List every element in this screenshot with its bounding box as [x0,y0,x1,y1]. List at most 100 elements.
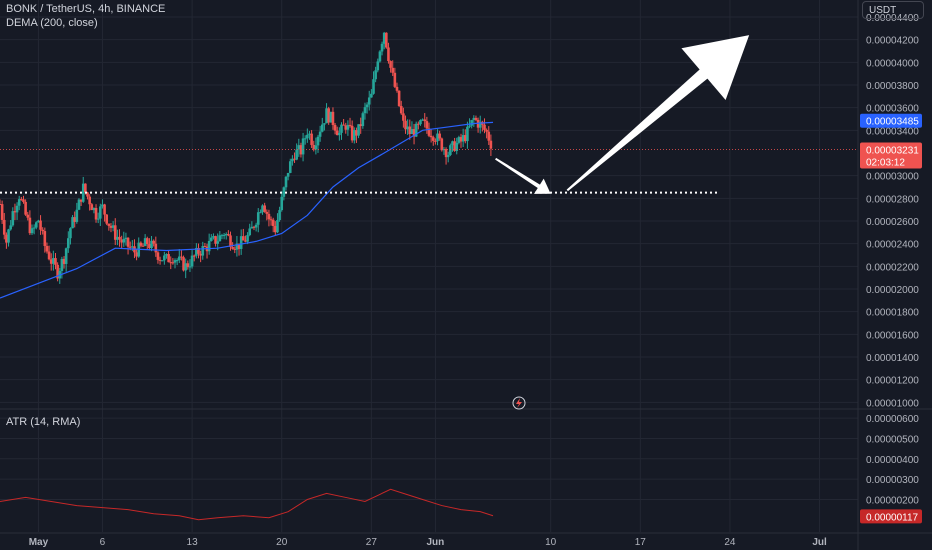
candle-body [220,235,224,237]
candle-body [113,225,117,240]
candle-body [7,229,10,243]
atr-y-tick-label: 0.00000400 [866,455,919,466]
candle-body [359,124,363,127]
candle-body [56,264,59,279]
candle-body [248,228,252,236]
y-tick-label: 0.00004000 [866,58,919,69]
candle-body [316,136,320,146]
candle-body [180,256,183,258]
candle-body [160,260,164,262]
candle-body [451,141,454,146]
candle-body [310,133,313,145]
candle-body [367,97,371,105]
candle-body [203,246,207,248]
candle-body [449,145,452,155]
candle-body [239,236,243,249]
candle-body [252,226,256,228]
candle-body [139,242,143,246]
candle-body [468,125,471,127]
candle-body [333,124,337,131]
x-tick-label: 17 [635,537,647,548]
candle-body [43,231,47,246]
candle-body [259,212,262,214]
candle-body [395,86,399,91]
candle-body [286,172,290,177]
candle-body [81,183,85,202]
candle-body [177,256,181,261]
x-tick-label: May [29,537,49,548]
candle-body [278,210,281,221]
candle-body [150,240,153,249]
candle-body [312,144,316,150]
candle-body [391,67,395,73]
candle-body [190,255,194,267]
candle-body [361,113,365,127]
candle-body [382,32,386,44]
dema-indicator-label: DEMA (200, close) [6,17,98,29]
candle-body [295,149,298,160]
candle-body [197,247,200,254]
candle-body [5,234,8,243]
candle-body [425,121,429,129]
up-projection-arrow [566,35,750,192]
candle-body [344,125,348,130]
candle-body [446,154,450,158]
candle-body [109,225,113,228]
candle-body [158,259,162,261]
candle-body [327,108,330,123]
atr-indicator-label: ATR (14, RMA) [6,416,81,428]
candle-body [431,137,435,141]
y-tick-label: 0.00002000 [866,285,919,296]
candle-body [37,220,40,223]
candle-body [62,258,66,264]
candle-body [466,126,469,142]
candle-body [374,70,377,80]
candle-body [49,259,53,264]
candle-body [436,133,439,142]
candle-body [412,129,416,137]
candle-body [338,132,341,136]
candle-body [15,205,19,213]
candle-body [195,247,198,256]
candle-body [355,130,358,136]
candle-body [419,120,422,125]
candle-body [474,117,478,120]
candle-body [101,204,104,207]
currency-selector[interactable]: USDT [862,1,924,19]
candle-body [399,106,403,114]
y-tick-label: 0.00003600 [866,104,919,115]
candle-body [120,239,123,243]
candle-body [421,119,424,121]
candle-body [231,247,234,249]
candle-body [440,138,444,151]
candle-body [145,238,149,245]
atr-y-tick-label: 0.00000300 [866,475,919,486]
candle-body [306,134,309,139]
candle-body [233,248,237,250]
y-tick-label: 0.00003400 [866,126,919,137]
candle-body [414,123,418,137]
x-tick-label: 6 [100,537,106,548]
dema-line [0,121,494,299]
candle-body [463,135,467,142]
candle-body [406,126,409,130]
candle-body [69,228,72,239]
candle-body [84,183,87,193]
dema-value-badge-text: 0.00003485 [866,117,919,128]
candle-body [28,217,32,234]
candle-body [293,158,296,160]
candle-body [483,124,486,130]
candle-body [73,217,77,222]
candle-body [0,204,4,220]
candle-body [71,217,74,229]
candle-body [86,192,89,197]
candle-body [453,141,456,151]
candle-body [402,113,405,121]
candle-body [280,196,284,211]
candle-body [214,236,217,244]
atr-line [0,488,494,521]
candle-body [242,236,245,241]
candle-body [207,240,211,252]
candle-body [261,205,264,213]
candle-body [199,253,202,256]
